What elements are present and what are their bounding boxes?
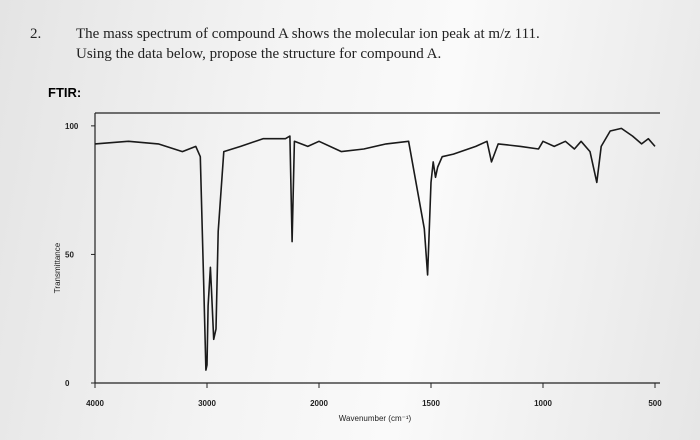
section-label: FTIR: — [48, 85, 81, 100]
spectrum-line — [94, 127, 656, 371]
question-line: The mass spectrum of compound A shows th… — [76, 26, 540, 42]
question-number: 2. — [30, 26, 41, 42]
x-tick-label: 2000 — [310, 399, 328, 408]
y-tick-label: 100 — [65, 122, 79, 131]
x-axis-label: Wavenumber (cm⁻¹) — [339, 414, 412, 423]
x-tick-label: 1500 — [422, 399, 440, 408]
x-tick-label: 500 — [648, 399, 662, 408]
question-line: Using the data below, propose the struct… — [76, 46, 441, 62]
y-axis-label: Transmittance — [53, 242, 62, 293]
x-tick-label: 1000 — [534, 399, 552, 408]
x-tick-label: 3000 — [198, 399, 216, 408]
y-tick-label: 0 — [65, 379, 70, 388]
x-tick-label: 4000 — [86, 399, 104, 408]
y-tick-label: 50 — [65, 250, 74, 259]
